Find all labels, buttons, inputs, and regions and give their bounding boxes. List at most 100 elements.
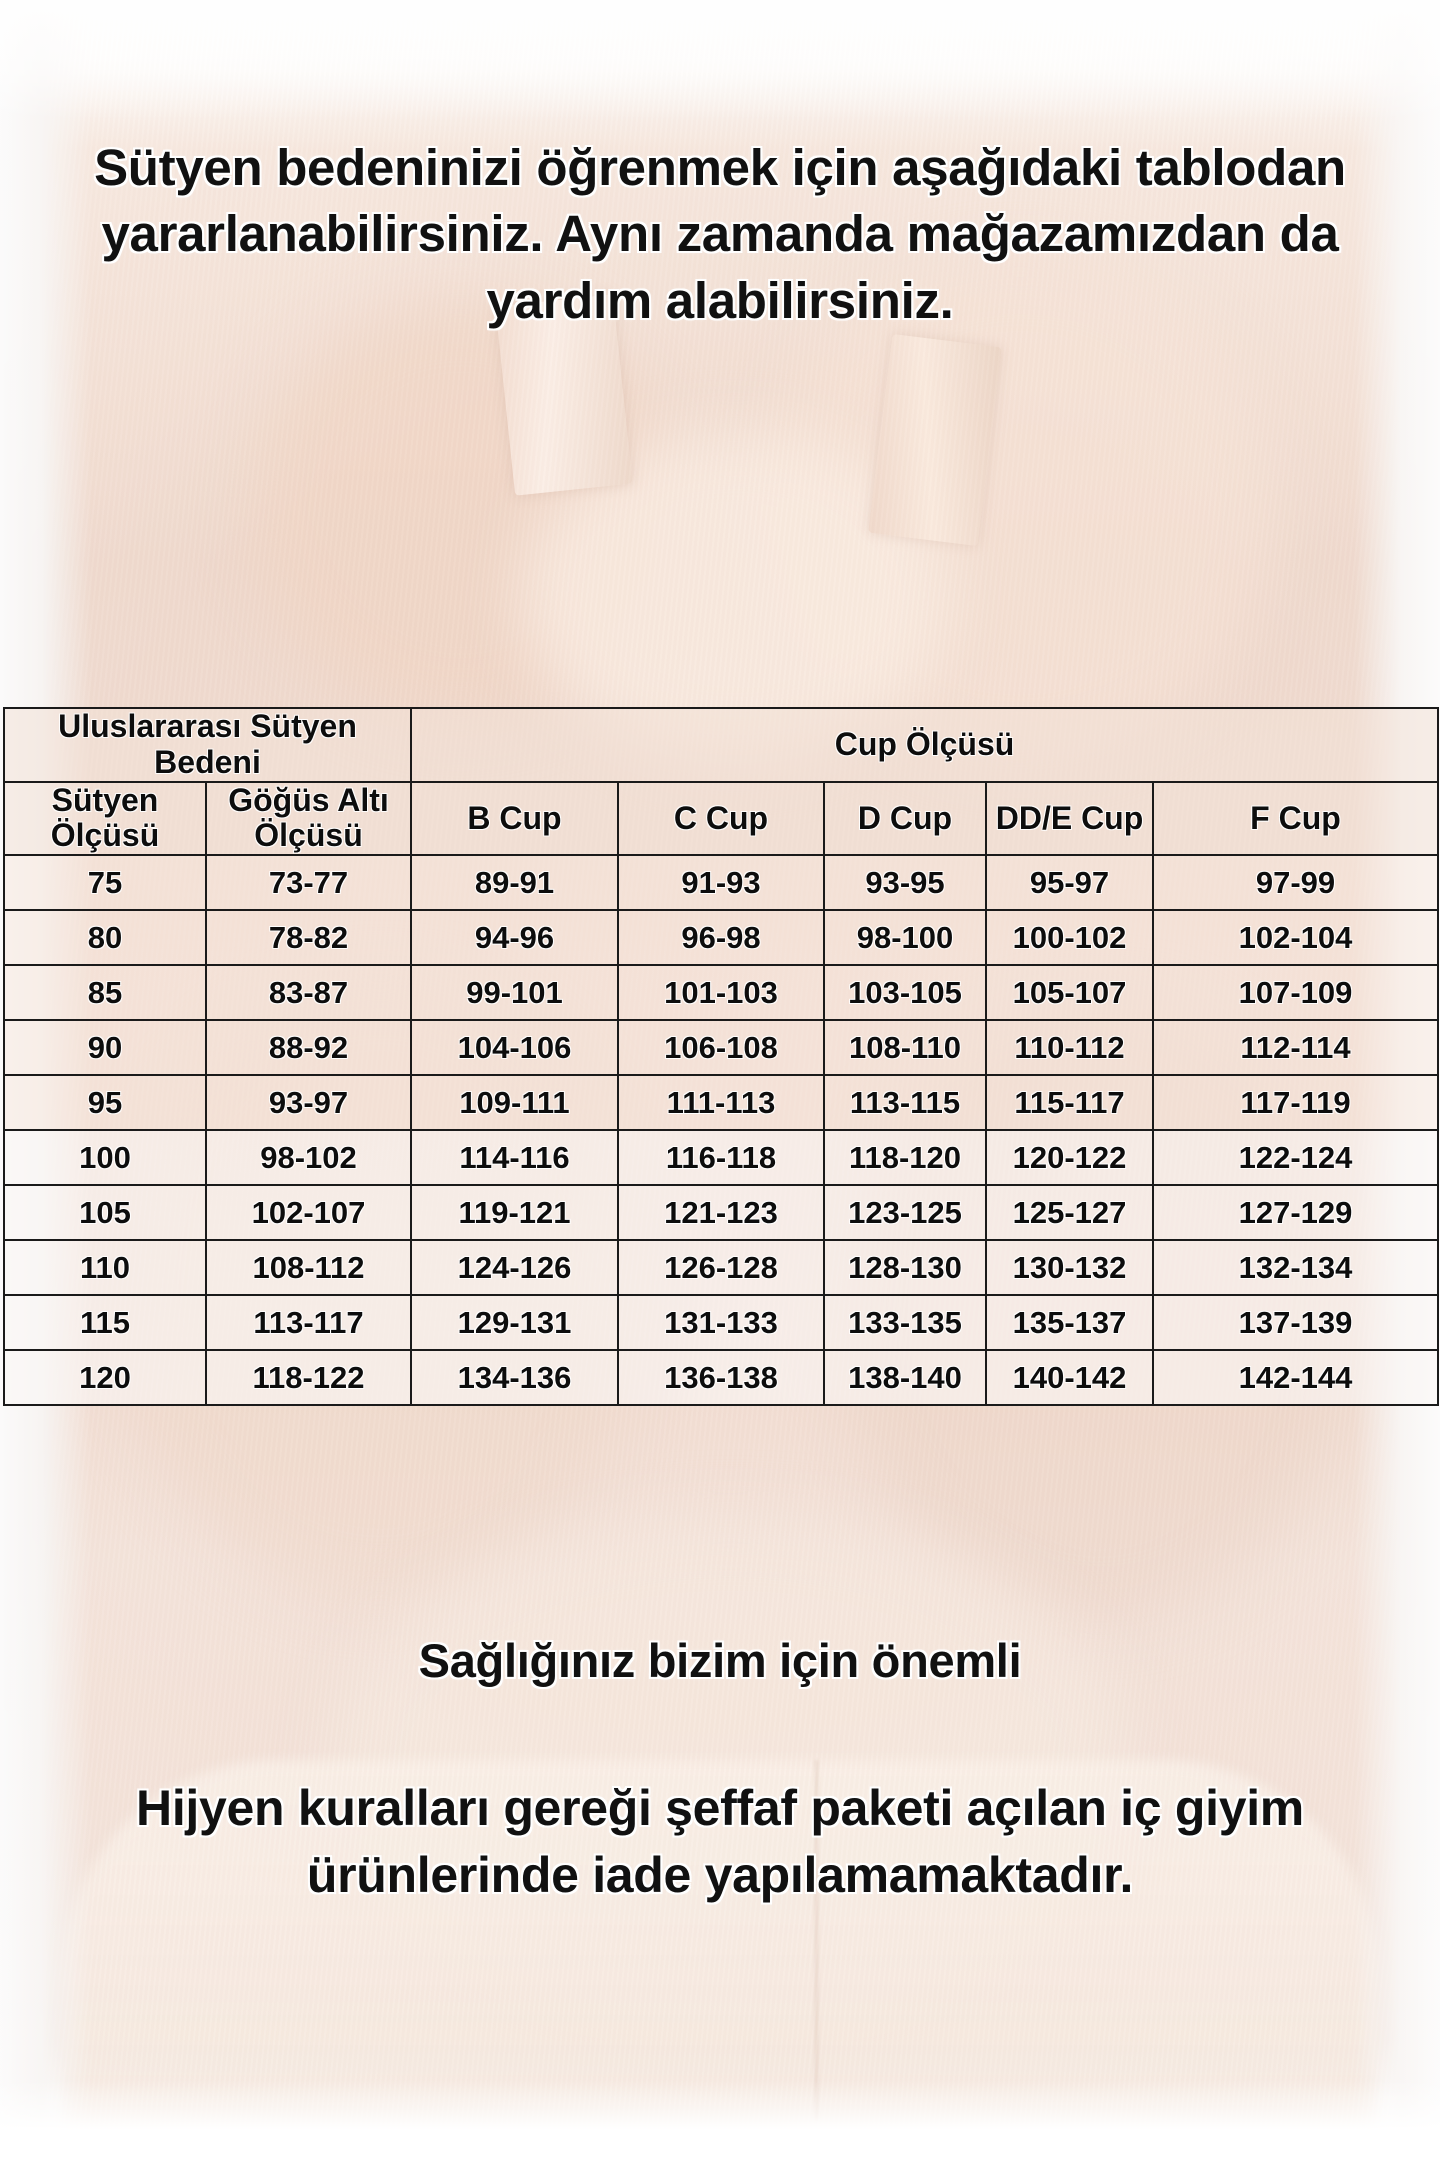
table-cell: 124-126 [410,1239,619,1297]
column-header-dde-cup: DD/E Cup [985,780,1154,857]
table-row: 110 108-112 124-126 126-128 128-130 130-132 13… [3,1239,1439,1297]
table-cell: 126-128 [617,1239,825,1297]
table-cell: 102-104 [1152,909,1439,967]
cell-bra-size: 105 [3,1184,207,1242]
cell-bra-size: 100 [3,1129,207,1187]
table-cell: 73-77 [205,854,412,912]
table-cell: 123-125 [823,1184,987,1242]
table-cell: 113-115 [823,1074,987,1132]
table-cell: 125-127 [985,1184,1154,1242]
table-group-header-row: Uluslararası Sütyen Bedeni Cup Ölçüsü [3,707,1439,783]
table-cell: 107-109 [1152,964,1439,1022]
group-header-cup: Cup Ölçüsü [410,707,1439,783]
table-cell: 103-105 [823,964,987,1022]
table-cell: 108-110 [823,1019,987,1077]
table-cell: 114-116 [410,1129,619,1187]
table-row: 85 83-87 99-101 101-103 103-105 105-107 107-10… [3,964,1439,1022]
table-cell: 121-123 [617,1184,825,1242]
return-policy-text: Hijyen kuralları gereği şeffaf paketi aç… [136,1780,1304,1903]
table-cell: 138-140 [823,1349,987,1407]
table-cell: 102-107 [205,1184,412,1242]
table-cell: 111-113 [617,1074,825,1132]
table-cell: 129-131 [410,1294,619,1352]
cell-bra-size: 95 [3,1074,207,1132]
column-header-d-cup: D Cup [823,780,987,857]
column-header-underbust: Göğüs Altı Ölçüsü [205,780,412,857]
table-cell: 136-138 [617,1349,825,1407]
table-cell: 118-120 [823,1129,987,1187]
cell-bra-size: 120 [3,1349,207,1407]
brief-seam-detail [815,1760,818,2120]
cell-bra-size: 110 [3,1239,207,1297]
cell-bra-size: 85 [3,964,207,1022]
column-header-c-cup: C Cup [617,780,825,857]
cell-bra-size: 75 [3,854,207,912]
table-cell: 98-102 [205,1129,412,1187]
table-cell: 93-95 [823,854,987,912]
table-cell: 101-103 [617,964,825,1022]
table-row: 120 118-122 134-136 136-138 138-140 140-142 14… [3,1349,1439,1407]
table-row: 105 102-107 119-121 121-123 123-125 125-127 12… [3,1184,1439,1242]
table-cell: 115-117 [985,1074,1154,1132]
table-cell: 142-144 [1152,1349,1439,1407]
column-header-bra-size: Sütyen Ölçüsü [3,780,207,857]
table-cell: 106-108 [617,1019,825,1077]
table-row: 90 88-92 104-106 106-108 108-110 110-112 112-1… [3,1019,1439,1077]
headline-text: Sütyen bedeninizi öğrenmek için aşağıdak… [94,139,1346,329]
table-cell: 131-133 [617,1294,825,1352]
table-cell: 118-122 [205,1349,412,1407]
table-cell: 116-118 [617,1129,825,1187]
table-cell: 109-111 [410,1074,619,1132]
table-head: Uluslararası Sütyen Bedeni Cup Ölçüsü Sü… [3,707,1439,857]
table-cell: 100-102 [985,909,1154,967]
table-cell: 128-130 [823,1239,987,1297]
table-cell: 95-97 [985,854,1154,912]
table-column-header-row: Sütyen Ölçüsü Göğüs Altı Ölçüsü B Cup C … [3,780,1439,857]
table-body: 75 73-77 89-91 91-93 93-95 95-97 97-99 80 78-82 9… [3,854,1439,1407]
table-cell: 93-97 [205,1074,412,1132]
table-cell: 122-124 [1152,1129,1439,1187]
cell-bra-size: 90 [3,1019,207,1077]
column-header-b-cup: B Cup [410,780,619,857]
table-cell: 112-114 [1152,1019,1439,1077]
table-cell: 88-92 [205,1019,412,1077]
table-cell: 78-82 [205,909,412,967]
table-cell: 130-132 [985,1239,1154,1297]
photo-top-fade [0,0,1440,120]
table-cell: 108-112 [205,1239,412,1297]
table-cell: 140-142 [985,1349,1154,1407]
table-cell: 110-112 [985,1019,1154,1077]
table-cell: 134-136 [410,1349,619,1407]
table-row: 100 98-102 114-116 116-118 118-120 120-122 122… [3,1129,1439,1187]
cell-bra-size: 115 [3,1294,207,1352]
group-header-international: Uluslararası Sütyen Bedeni [3,707,412,783]
table-row: 75 73-77 89-91 91-93 93-95 95-97 97-99 [3,854,1439,912]
health-slogan-text: Sağlığınız bizim için önemli [418,1634,1022,1687]
table-cell: 133-135 [823,1294,987,1352]
table-row: 80 78-82 94-96 96-98 98-100 100-102 102-104 [3,909,1439,967]
table-cell: 132-134 [1152,1239,1439,1297]
table-row: 95 93-97 109-111 111-113 113-115 115-117 117-1… [3,1074,1439,1132]
column-header-f-cup: F Cup [1152,780,1439,857]
table-cell: 135-137 [985,1294,1154,1352]
table-cell: 113-117 [205,1294,412,1352]
table-cell: 105-107 [985,964,1154,1022]
table-cell: 120-122 [985,1129,1154,1187]
cell-bra-size: 80 [3,909,207,967]
table-row: 115 113-117 129-131 131-133 133-135 135-137 13… [3,1294,1439,1352]
table-cell: 104-106 [410,1019,619,1077]
table-cell: 99-101 [410,964,619,1022]
table-cell: 119-121 [410,1184,619,1242]
table-cell: 83-87 [205,964,412,1022]
table-cell: 137-139 [1152,1294,1439,1352]
table-cell: 89-91 [410,854,619,912]
table-cell: 127-129 [1152,1184,1439,1242]
table-cell: 96-98 [617,909,825,967]
table-cell: 98-100 [823,909,987,967]
table-cell: 94-96 [410,909,619,967]
table-cell: 91-93 [617,854,825,912]
table-cell: 97-99 [1152,854,1439,912]
photo-bottom-fade [0,2080,1440,2160]
table-cell: 117-119 [1152,1074,1439,1132]
bra-size-table: Uluslararası Sütyen Bedeni Cup Ölçüsü Sü… [3,707,1439,1407]
